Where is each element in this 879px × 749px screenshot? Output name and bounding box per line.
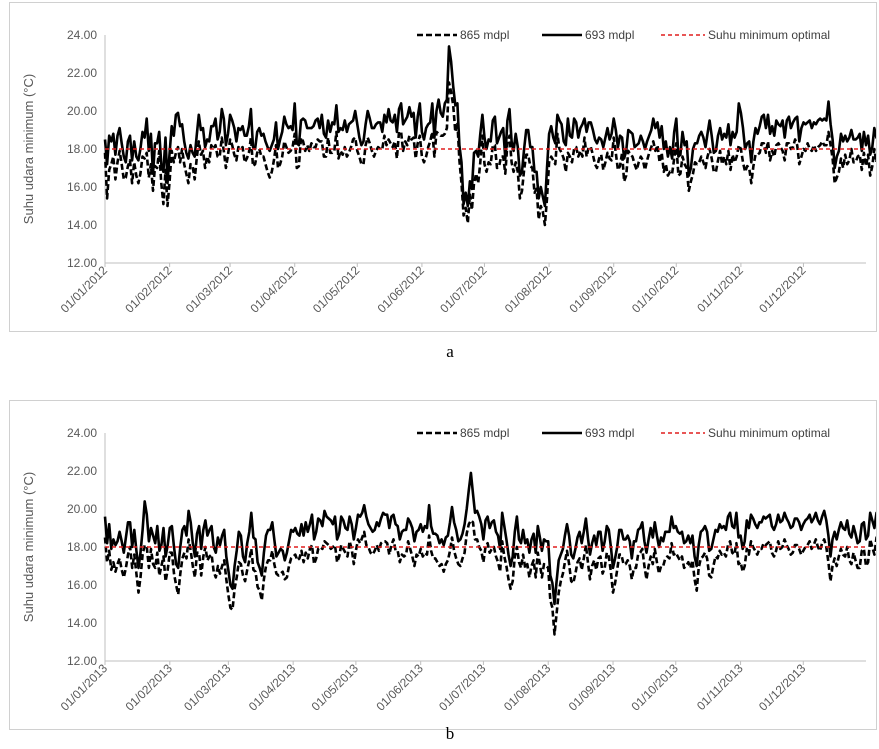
y-tick-label: 22.00 bbox=[67, 66, 97, 80]
x-tick-label: 01/04/2013 bbox=[246, 661, 299, 714]
x-tick-label: 01/02/2013 bbox=[123, 661, 176, 714]
series-line-693-mdpl bbox=[103, 471, 876, 606]
x-tick-label: 01/07/2012 bbox=[437, 263, 490, 316]
x-tick-label: 01/12/2012 bbox=[756, 263, 809, 316]
x-tick-label: 01/08/2012 bbox=[502, 263, 555, 316]
y-tick-label: 12.00 bbox=[67, 654, 97, 668]
panel-caption-b: b bbox=[445, 724, 455, 743]
chart-panel-b: 12.00 14.00 16.00 18.00 20.00 22.00 24.00 Suhu … bbox=[9, 400, 877, 730]
y-tick-label: 24.00 bbox=[67, 28, 97, 42]
y-axis-title: Suhu udara minimum (°C) bbox=[21, 472, 36, 622]
x-tick-label: 01/11/2013 bbox=[694, 661, 746, 713]
x-tick-label: 01/10/2012 bbox=[629, 263, 682, 316]
panel-caption-a: a bbox=[446, 342, 454, 361]
y-tick-label: 16.00 bbox=[67, 180, 97, 194]
y-tick-label: 12.00 bbox=[67, 256, 97, 270]
x-tick-label: 01/06/2012 bbox=[375, 263, 428, 316]
legend-label: 693 mdpl bbox=[585, 28, 634, 42]
x-tick-label: 01/09/2013 bbox=[566, 661, 619, 714]
y-tick-label: 18.00 bbox=[67, 540, 97, 554]
x-tick-label: 01/03/2012 bbox=[183, 263, 236, 316]
y-tick-label: 14.00 bbox=[67, 616, 97, 630]
series-line-693-mdpl bbox=[103, 45, 876, 208]
x-tick-label: 01/09/2012 bbox=[566, 263, 619, 316]
chart-svg-a: 12.00 14.00 16.00 18.00 20.00 22.00 24.00 Suhu … bbox=[21, 28, 876, 316]
x-tick-label: 01/03/2013 bbox=[181, 661, 234, 714]
x-tick-label: 01/11/2012 bbox=[694, 263, 746, 315]
x-tick-label: 01/10/2013 bbox=[629, 661, 682, 714]
x-tick-label: 01/12/2013 bbox=[756, 661, 809, 714]
legend-label: 865 mdpl bbox=[460, 28, 509, 42]
y-tick-label: 18.00 bbox=[67, 142, 97, 156]
x-tick-label: 01/05/2013 bbox=[309, 661, 362, 714]
x-tick-label: 01/01/2013 bbox=[58, 661, 111, 714]
legend-label: 865 mdpl bbox=[460, 426, 509, 440]
y-tick-label: 20.00 bbox=[67, 104, 97, 118]
x-tick-label: 01/05/2012 bbox=[310, 263, 363, 316]
x-tick-label: 01/08/2013 bbox=[501, 661, 554, 714]
y-tick-label: 24.00 bbox=[67, 426, 97, 440]
y-tick-label: 16.00 bbox=[67, 578, 97, 592]
y-tick-label: 20.00 bbox=[67, 502, 97, 516]
legend-label: 693 mdpl bbox=[585, 426, 634, 440]
y-tick-label: 22.00 bbox=[67, 464, 97, 478]
x-tick-label: 01/04/2012 bbox=[247, 263, 300, 316]
chart-svg-b: 12.00 14.00 16.00 18.00 20.00 22.00 24.00 Suhu … bbox=[21, 426, 876, 714]
y-axis-title: Suhu udara minimum (°C) bbox=[21, 74, 36, 224]
x-tick-label: 01/02/2012 bbox=[122, 263, 175, 316]
y-tick-label: 14.00 bbox=[67, 218, 97, 232]
legend-label: Suhu minimum optimal bbox=[708, 426, 830, 440]
x-tick-label: 01/01/2012 bbox=[58, 263, 111, 316]
series-line-865-mdpl bbox=[103, 81, 876, 227]
legend-label: Suhu minimum optimal bbox=[708, 28, 830, 42]
x-tick-label: 01/07/2013 bbox=[436, 661, 489, 714]
x-tick-label: 01/06/2013 bbox=[373, 661, 426, 714]
series-line-865-mdpl bbox=[103, 519, 876, 636]
chart-panel-a: 12.00 14.00 16.00 18.00 20.00 22.00 24.00 Suhu … bbox=[9, 2, 877, 332]
